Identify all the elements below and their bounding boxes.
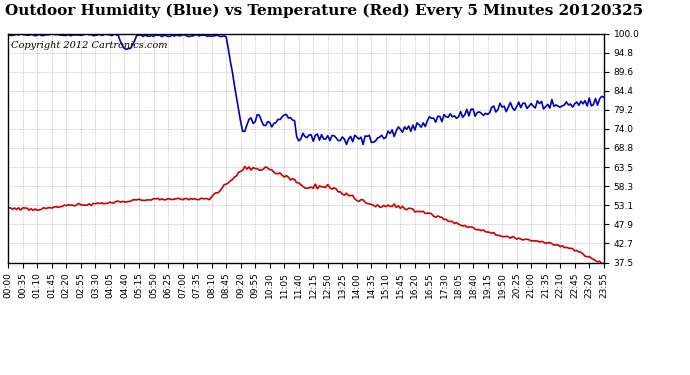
Text: Copyright 2012 Cartronics.com: Copyright 2012 Cartronics.com — [11, 40, 168, 50]
Text: Outdoor Humidity (Blue) vs Temperature (Red) Every 5 Minutes 20120325: Outdoor Humidity (Blue) vs Temperature (… — [6, 4, 643, 18]
